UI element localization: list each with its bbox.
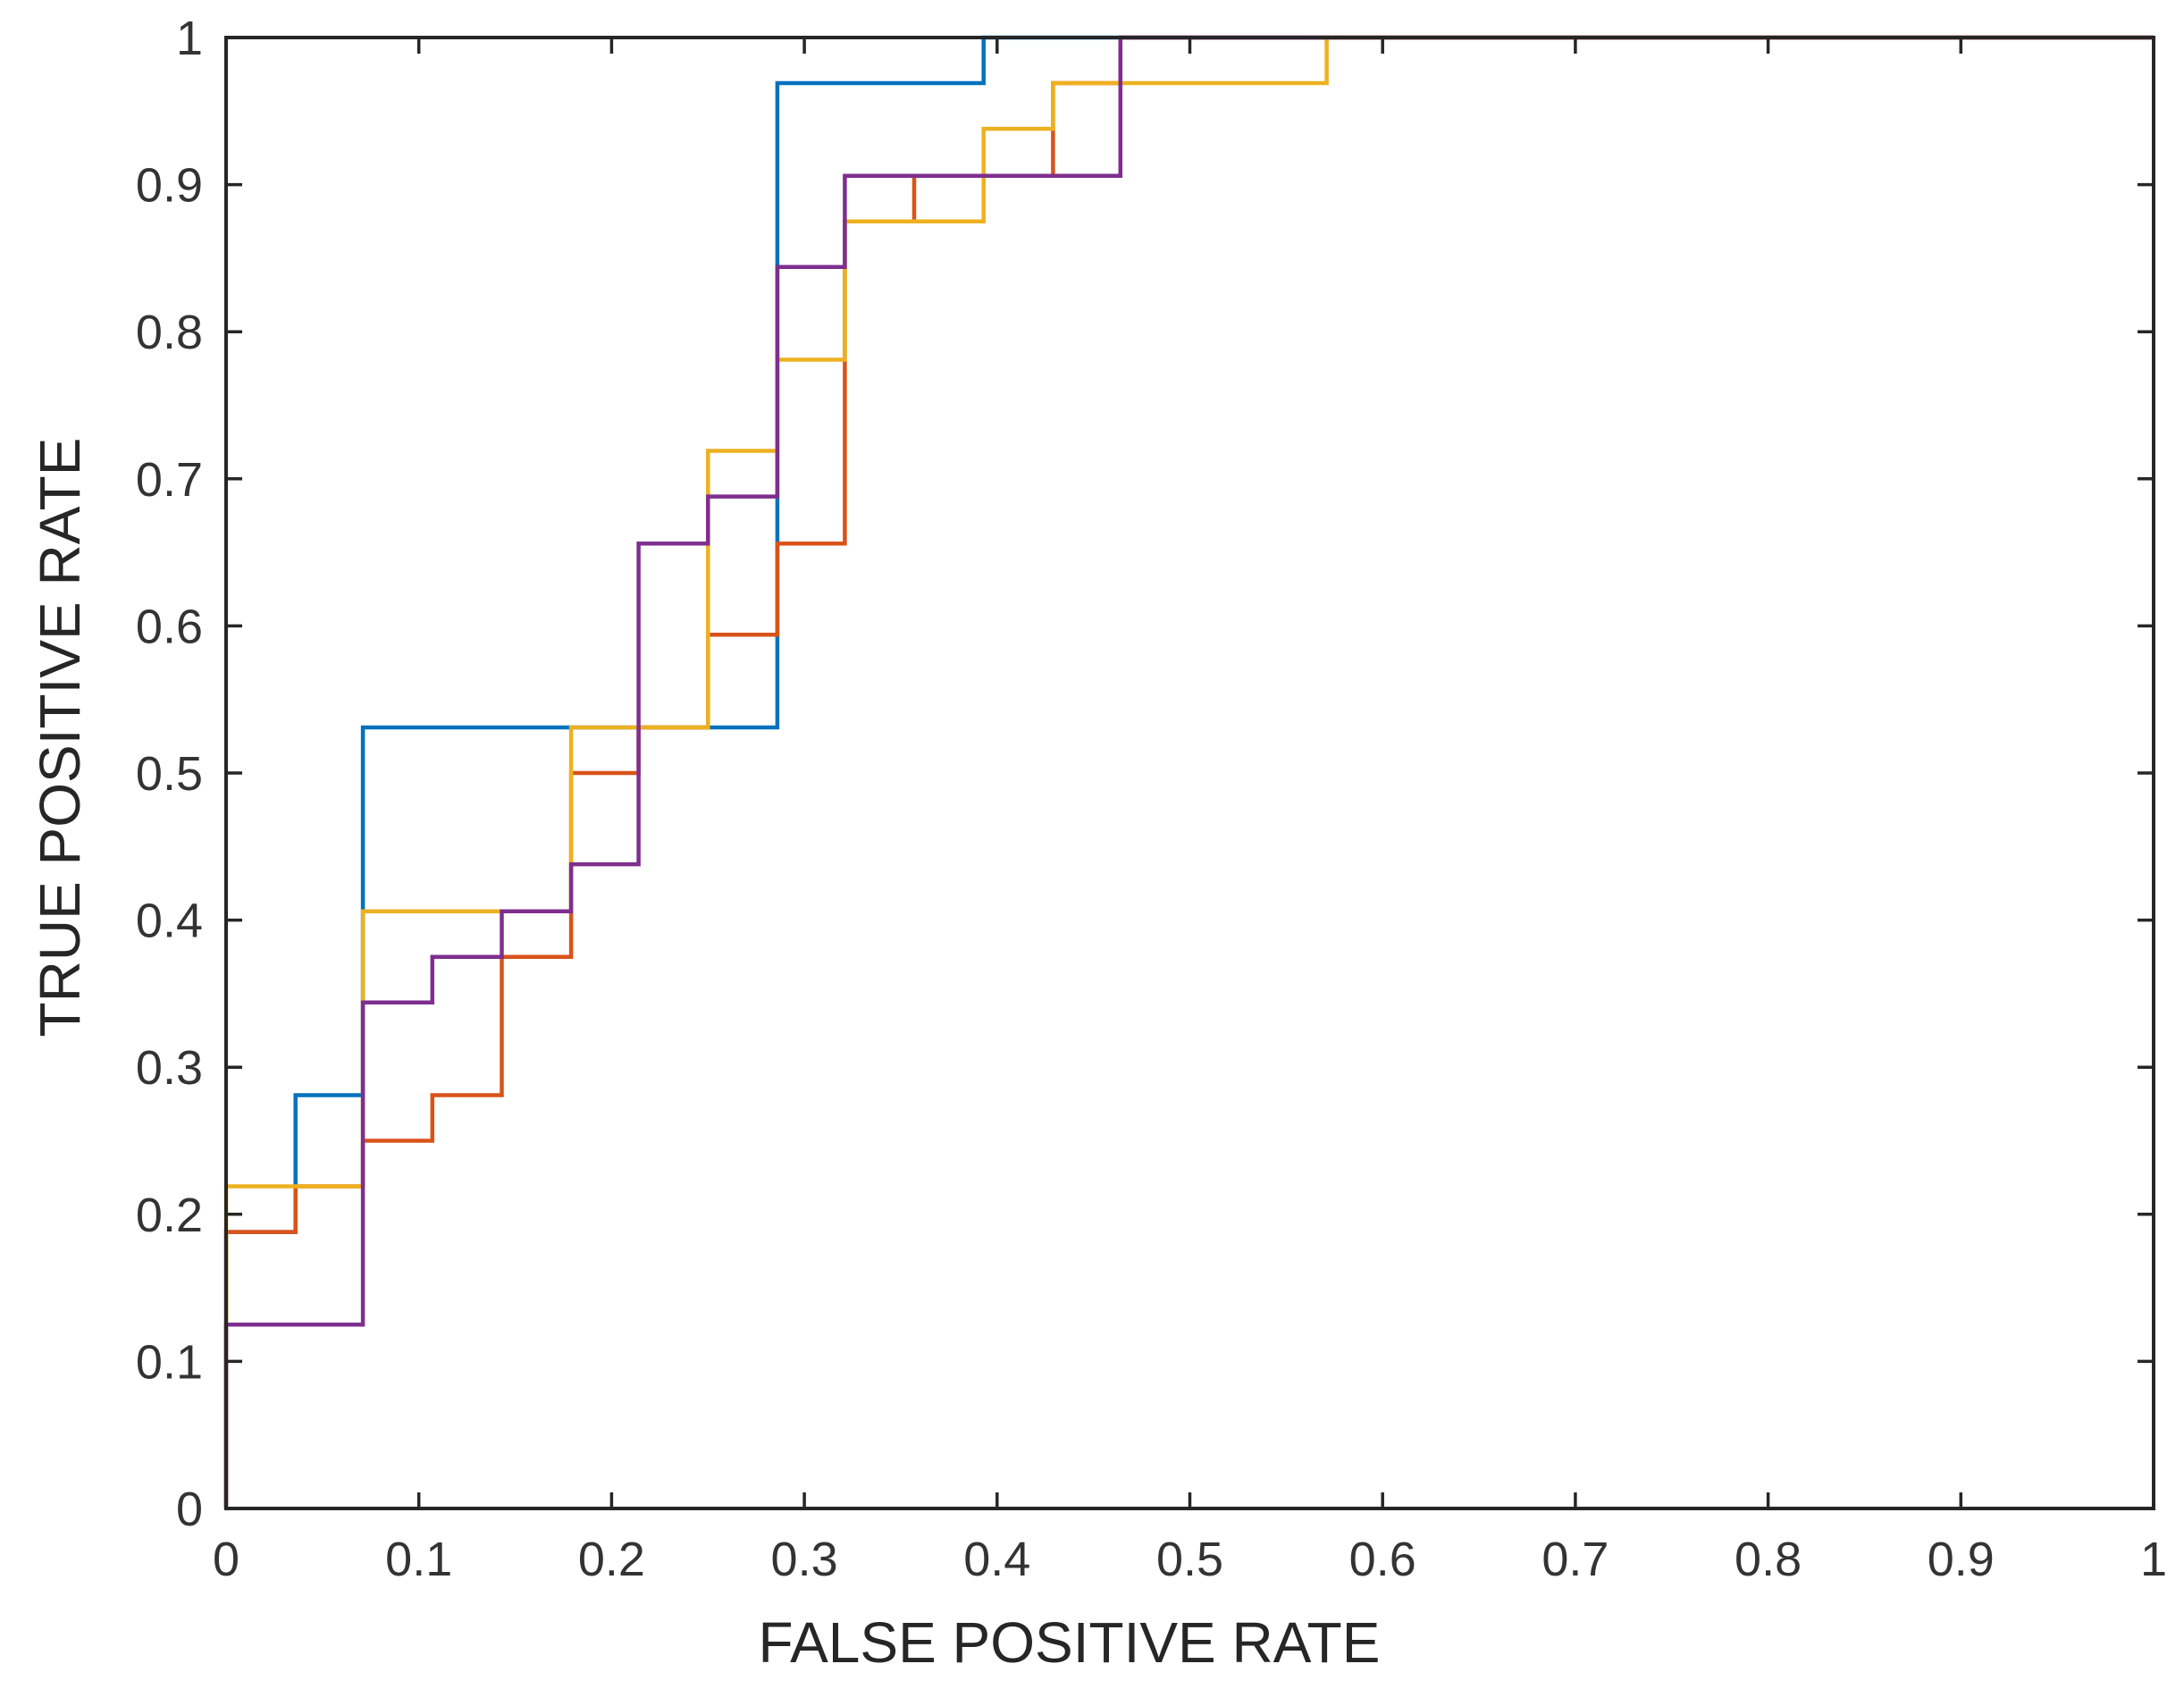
- y-tick-label: 0.6: [136, 600, 203, 653]
- y-tick-label: 1: [176, 12, 203, 65]
- x-tick-label: 0.2: [578, 1533, 645, 1586]
- x-tick-label: 0.6: [1349, 1533, 1416, 1586]
- y-tick-label: 0.7: [136, 453, 203, 507]
- x-tick-label: 0.5: [1156, 1533, 1223, 1586]
- x-tick-label: 0.8: [1735, 1533, 1802, 1586]
- x-tick-label: 0: [213, 1533, 239, 1586]
- x-tick-label: 0.9: [1928, 1533, 1995, 1586]
- y-tick-label: 0.2: [136, 1189, 203, 1242]
- x-tick-label: 0.7: [1541, 1533, 1609, 1586]
- x-tick-label: 0.4: [963, 1533, 1030, 1586]
- y-axis-label: TRUE POSITIVE RATE: [28, 438, 92, 1038]
- x-tick-labels: 0 0.1 0.2 0.3 0.4 0.5 0.6 0.7 0.8 0.9 1: [213, 1533, 2167, 1586]
- x-tick-label: 1: [2140, 1533, 2167, 1586]
- y-tick-label: 0.1: [136, 1335, 203, 1389]
- x-axis-label: FALSE POSITIVE RATE: [759, 1610, 1381, 1675]
- y-tick-label: 0.5: [136, 747, 203, 801]
- y-tick-label: 0.9: [136, 159, 203, 213]
- plot-frame: [224, 36, 2155, 1510]
- y-tick-label: 0.3: [136, 1041, 203, 1095]
- x-tick-label: 0.1: [385, 1533, 452, 1586]
- series-layer: [223, 35, 2154, 1508]
- y-tick-label: 0: [176, 1483, 203, 1536]
- y-tick-labels: 0 0.1 0.2 0.3 0.4 0.5 0.6 0.7 0.8 0.9 1: [136, 12, 203, 1536]
- y-tick-label: 0.8: [136, 306, 203, 359]
- series-line-purple: [223, 35, 2154, 1508]
- x-tick-label: 0.3: [771, 1533, 838, 1586]
- y-tick-label: 0.4: [136, 895, 203, 948]
